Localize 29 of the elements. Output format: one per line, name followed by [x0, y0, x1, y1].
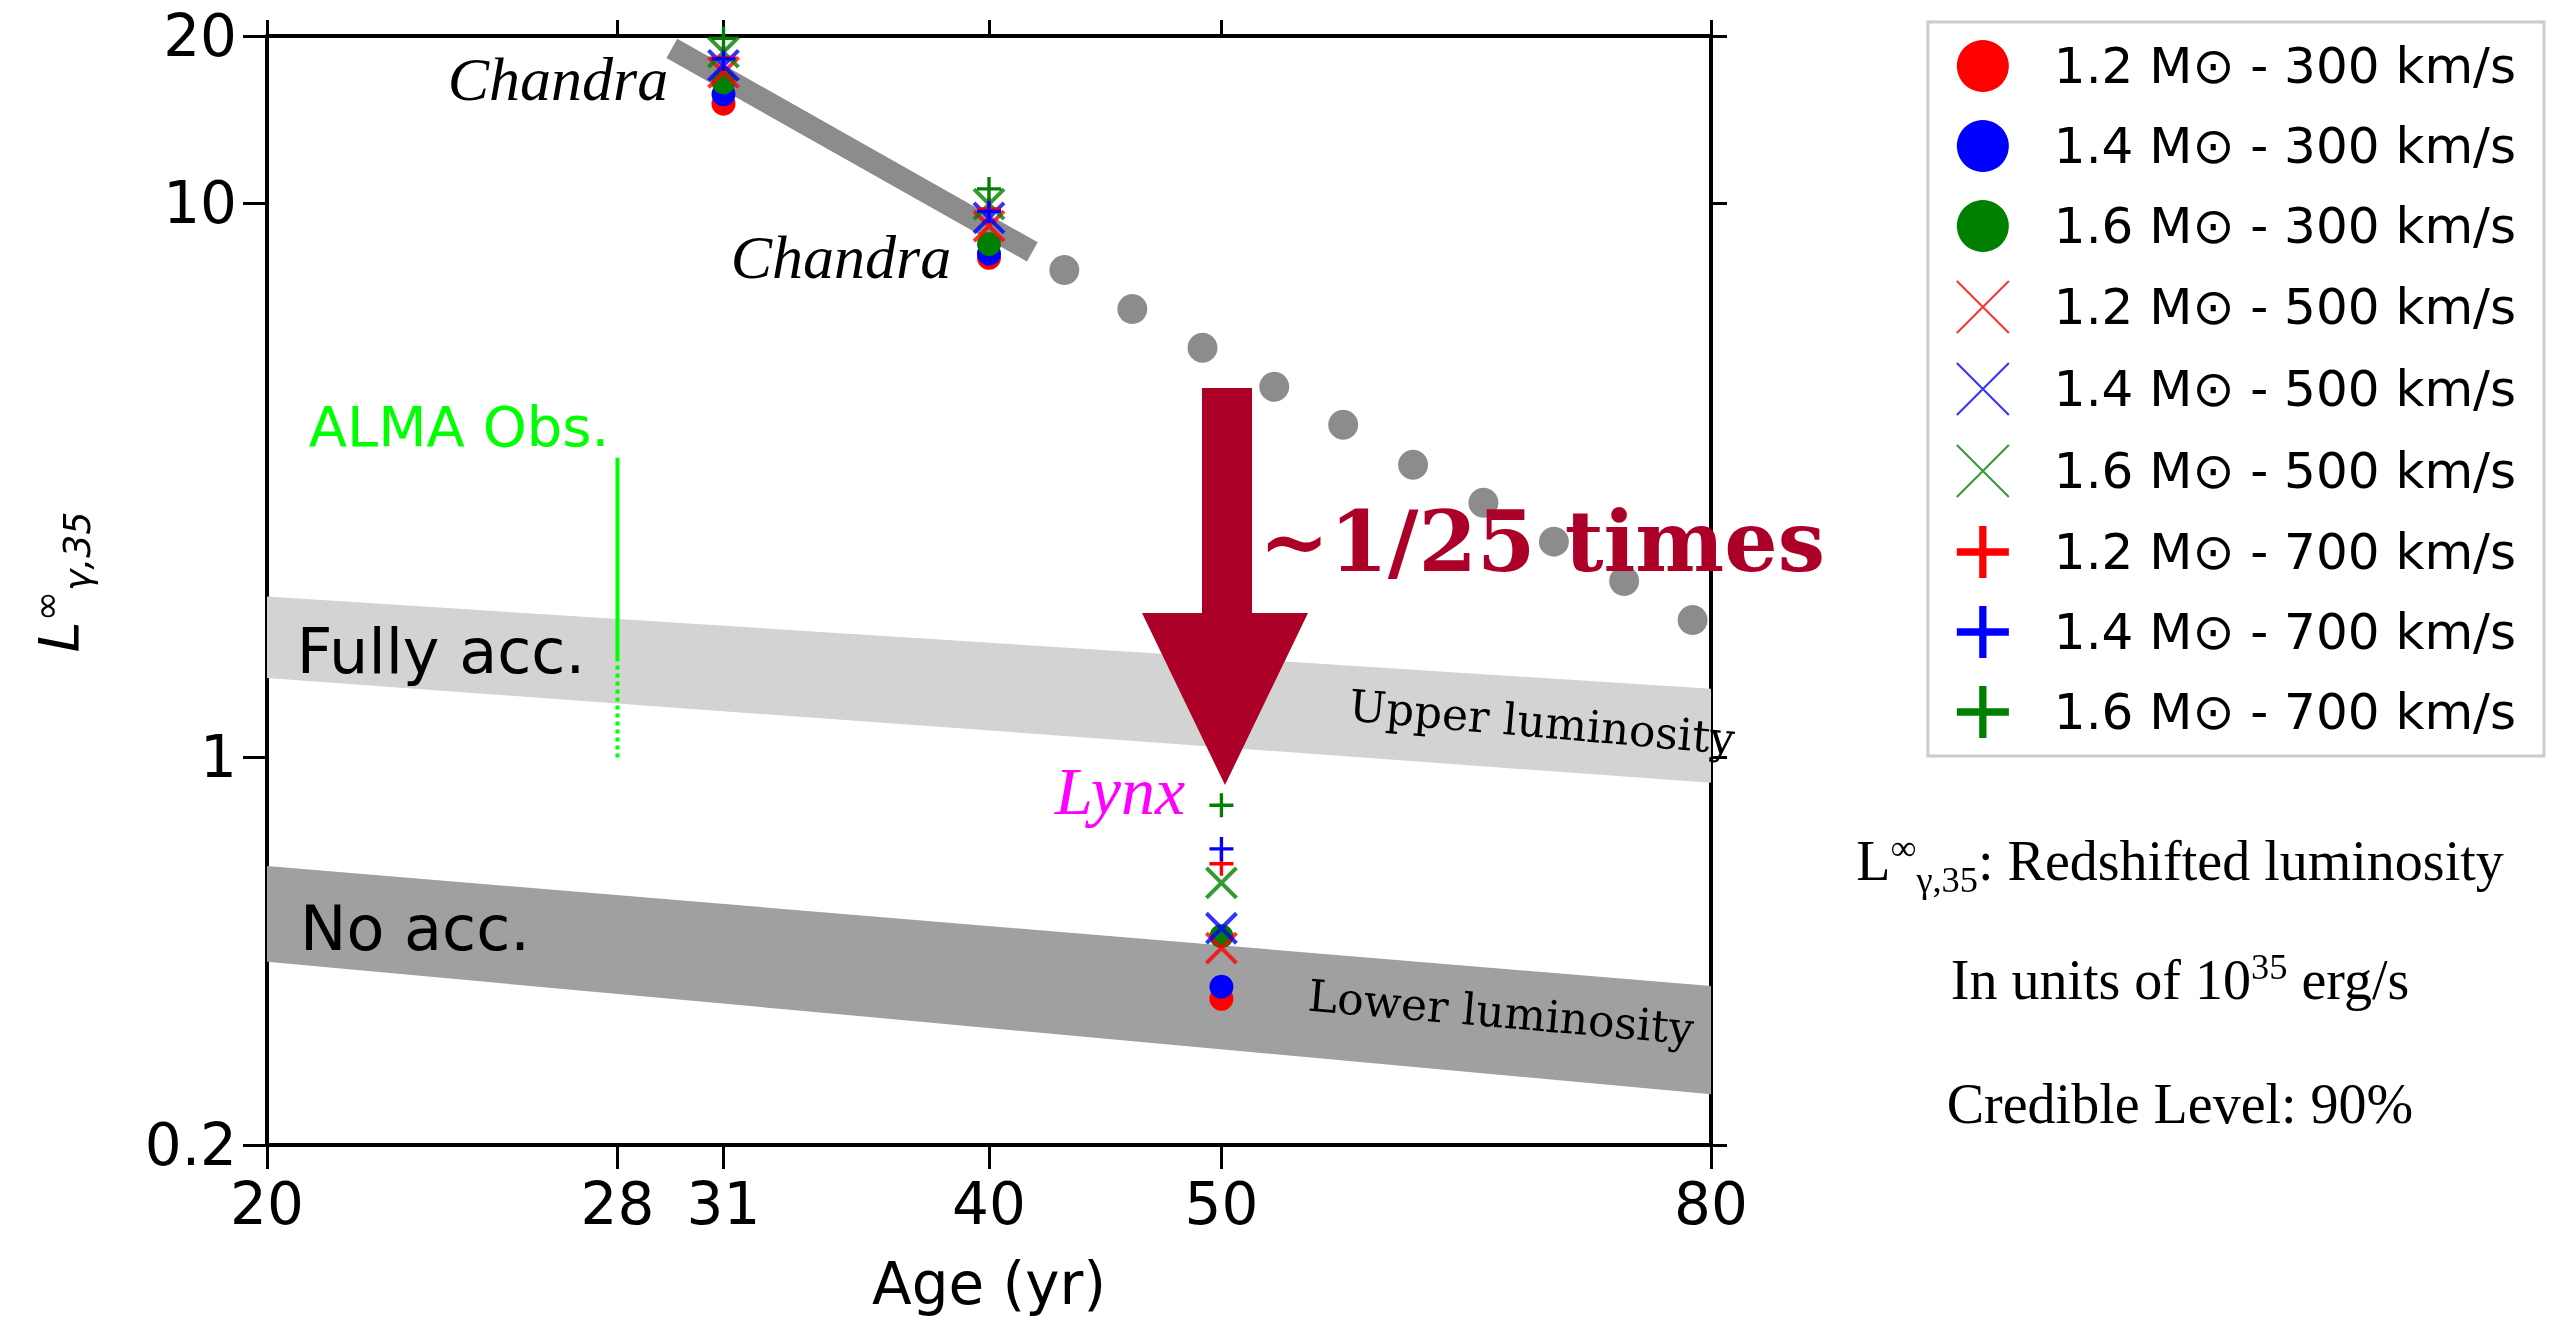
legend-label: 1.4 M⊙ - 500 km/s: [2053, 360, 2517, 418]
legend-label: 1.6 M⊙ - 700 km/s: [2053, 683, 2517, 741]
x-tick-label: 40: [952, 1170, 1026, 1238]
legend-label: 1.2 M⊙ - 300 km/s: [2053, 37, 2517, 95]
annotation: Lower luminosity: [1306, 969, 1696, 1055]
annotation: No acc.: [300, 891, 530, 965]
annotation: Chandra: [730, 221, 952, 293]
y-tick-label: 20: [163, 2, 237, 70]
x-tick-label: 50: [1184, 1170, 1259, 1238]
x-tick-label: 80: [1674, 1170, 1748, 1238]
legend-label: 1.6 M⊙ - 500 km/s: [2053, 442, 2517, 500]
x-tick-label: 28: [580, 1170, 655, 1238]
annotation: Upper luminosity: [1347, 679, 1737, 765]
legend-label: 1.2 M⊙ - 500 km/s: [2053, 278, 2517, 336]
y-tick-label: 1: [200, 723, 237, 792]
legend-label: 1.4 M⊙ - 300 km/s: [2053, 117, 2517, 175]
legend-label: 1.2 M⊙ - 700 km/s: [2053, 523, 2517, 581]
text: L$^{∞}$$_{γ,35}$: Redshifted luminosity: [1856, 827, 2504, 901]
text: Credible Level: 90%: [1946, 1072, 2414, 1136]
y-tick-label: 10: [163, 168, 237, 237]
annotation: ALMA Obs.: [308, 393, 610, 459]
legend-label: 1.6 M⊙ - 300 km/s: [2053, 197, 2517, 255]
x-tick-label: 31: [686, 1170, 761, 1238]
legend-label: 1.4 M⊙ - 700 km/s: [2053, 603, 2517, 661]
annotation: Chandra: [447, 43, 669, 115]
text: In units of 10$^{35}$ erg/s: [1950, 946, 2410, 1012]
annotation: Fully acc.: [296, 614, 586, 688]
annotation: Lynx: [1054, 751, 1186, 831]
x-axis-title: Age (yr): [871, 1250, 1107, 1318]
